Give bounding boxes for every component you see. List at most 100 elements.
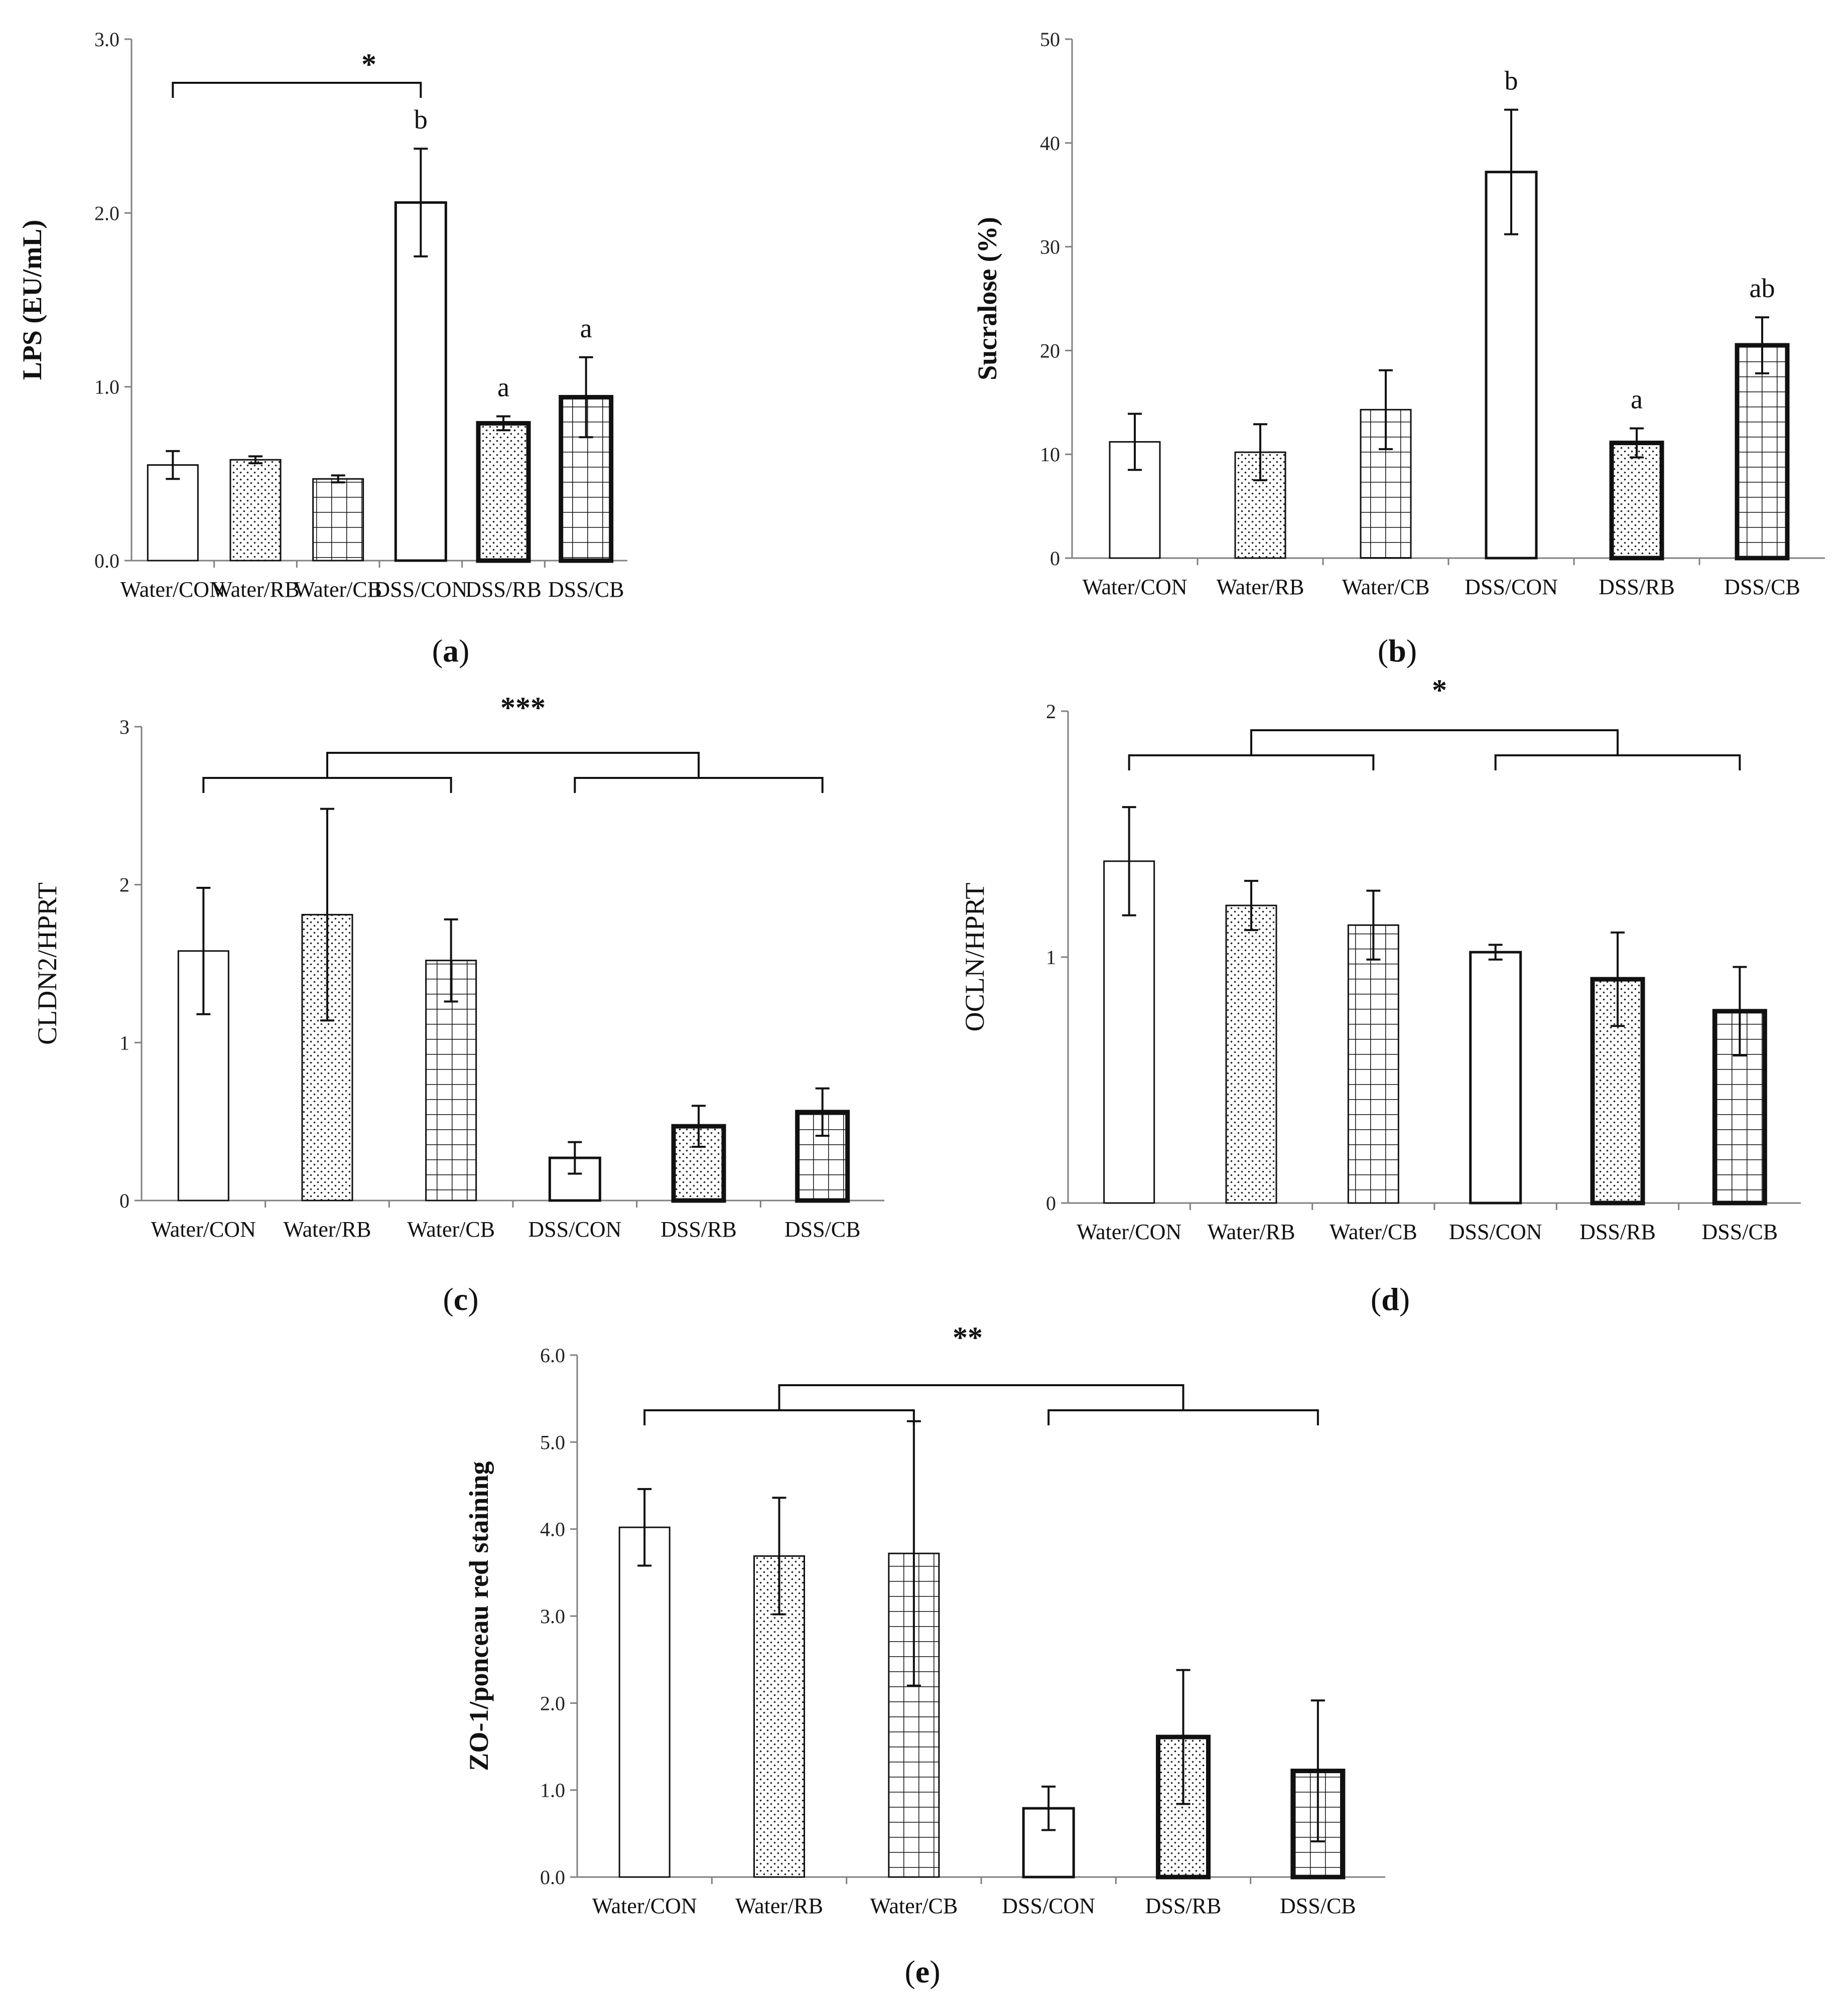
panel-b-letter: b (1388, 633, 1406, 669)
y-tick-label: 30 (1040, 236, 1060, 258)
group-bracket-water (643, 1409, 915, 1425)
x-tick-label: Water/CON (592, 1894, 697, 1918)
y-axis-label: LPS (EU/mL) (17, 220, 47, 380)
panel-b: 0 10 20 30 40 50 Water/CON Water/RB Water/CB DSS/… (972, 28, 1825, 669)
bar (312, 478, 364, 562)
significance-mark: ** (953, 1321, 983, 1354)
panel-a-letter: a (443, 633, 459, 669)
panel-b-plot: 0 10 20 30 40 50 Water/CON Water/RB Water/CB DSS/… (972, 28, 1825, 599)
significance-mark: * (1432, 674, 1447, 707)
x-tick-label: Water/CB (294, 577, 382, 602)
panel-e-caption: (e) (904, 1954, 940, 1989)
y-axis-label: Sucralose (%) (972, 217, 1002, 380)
x-tick-label: DSS/CB (548, 577, 624, 602)
x-tick-label: Water/CON (151, 1217, 256, 1242)
x-tick-label: Water/CB (870, 1894, 958, 1918)
significance-bracket (326, 752, 700, 778)
x-tick-label: DSS/RB (1599, 575, 1675, 599)
y-tick-label: 2.0 (540, 1692, 565, 1714)
x-tick-label: DSS/RB (465, 577, 542, 602)
bar (1485, 171, 1538, 560)
panel-e-plot: 0.0 1.0 2.0 3.0 4.0 5.0 6.0 Water/CON Water/RB Wa… (464, 1321, 1385, 1918)
panel-e: 0.0 1.0 2.0 3.0 4.0 5.0 6.0 Water/CON Water/RB Wa… (464, 1321, 1385, 1989)
y-tick-label: 0 (119, 1189, 129, 1212)
y-tick-label: 40 (1040, 132, 1060, 155)
x-tick-label: DSS/CON (1002, 1894, 1095, 1918)
x-tick-label: DSS/CON (374, 577, 467, 602)
panel-d-caption: (d) (1371, 1281, 1410, 1317)
panel-a-plot: 0.01.02.03.0Water/CONWater/RBWater/CBDSS… (17, 28, 627, 602)
bar (1469, 951, 1522, 1205)
x-tick-label: DSS/RB (1579, 1220, 1656, 1244)
y-tick-label: 0 (1046, 1192, 1056, 1215)
x-tick-label: Water/RB (1217, 575, 1304, 599)
panel-a-caption: (a) (432, 633, 470, 669)
significance-letter: b (1505, 66, 1518, 96)
y-tick-label: 0.0 (94, 550, 119, 572)
panel-d: 0 1 2 Water/CON Water/RB Water/CB DSS/CON DSS/R… (960, 674, 1801, 1317)
significance-bracket (1250, 729, 1619, 755)
group-bracket-dss (1047, 1409, 1319, 1425)
bar (147, 464, 199, 562)
panel-e-letter: e (915, 1954, 930, 1989)
bar (1735, 343, 1790, 561)
y-tick-label: 0.0 (540, 1866, 565, 1889)
bar (1609, 440, 1664, 561)
y-tick-label: 2 (119, 874, 129, 896)
x-tick-label: Water/RB (1208, 1220, 1295, 1244)
group-bracket-water (202, 777, 452, 793)
significance-letter: a (497, 372, 509, 403)
y-axis-label: OCLN/HPRT (960, 883, 990, 1032)
significance-letter: b (414, 104, 428, 135)
bar (476, 421, 531, 563)
y-tick-label: 1 (1046, 946, 1056, 969)
y-tick-label: 1 (119, 1031, 129, 1054)
significance-mark: * (361, 48, 376, 81)
significance-mark: *** (500, 691, 546, 724)
x-tick-label: Water/CB (407, 1217, 495, 1242)
y-tick-label: 1.0 (94, 376, 119, 398)
bar (1225, 904, 1277, 1204)
panel-c-letter: c (454, 1281, 468, 1317)
y-tick-label: 1.0 (540, 1779, 565, 1802)
significance-bracket (172, 82, 422, 98)
x-tick-label: Water/CON (1082, 575, 1187, 599)
bar (1156, 1735, 1211, 1880)
y-axis-label: CLDN2/HPRT (32, 882, 62, 1045)
x-tick-label: DSS/CON (528, 1217, 621, 1242)
significance-letter: a (580, 313, 592, 343)
x-tick-label: Water/CB (1330, 1220, 1417, 1244)
group-bracket-dss (574, 777, 824, 793)
y-tick-label: 4.0 (540, 1518, 565, 1541)
group-bracket-dss (1494, 754, 1741, 770)
y-tick-label: 2.0 (94, 202, 119, 224)
y-tick-label: 50 (1040, 28, 1060, 51)
y-tick-label: 5.0 (540, 1431, 565, 1453)
y-tick-label: 3.0 (94, 28, 119, 51)
panel-d-plot: 0 1 2 Water/CON Water/RB Water/CB DSS/CON DSS/R… (960, 674, 1801, 1244)
bar (229, 459, 282, 562)
bar (559, 394, 614, 563)
y-tick-label: 6.0 (540, 1344, 565, 1367)
x-tick-label: Water/RB (212, 577, 300, 602)
x-tick-label: DSS/RB (661, 1217, 737, 1242)
y-tick-label: 0 (1050, 547, 1060, 570)
panel-c: 0 1 2 3 Water/CON Water/RB Water/CB DSS/CON DSS/… (32, 691, 884, 1317)
significance-bracket (778, 1384, 1184, 1410)
bar (1347, 924, 1399, 1204)
x-tick-label: DSS/CON (1449, 1220, 1542, 1244)
group-bracket-water (1128, 754, 1375, 770)
x-tick-label: Water/RB (284, 1217, 371, 1242)
significance-letter: ab (1750, 273, 1775, 303)
panel-c-caption: (c) (443, 1281, 478, 1317)
y-tick-label: 3 (119, 716, 129, 738)
x-tick-label: Water/CB (1342, 575, 1430, 599)
bar (1103, 860, 1155, 1204)
bar (888, 1552, 940, 1878)
panel-b-caption: (b) (1378, 633, 1417, 669)
x-tick-label: DSS/RB (1145, 1894, 1222, 1918)
x-tick-label: DSS/CB (1280, 1894, 1356, 1918)
y-axis-label: ZO-1/ponceau red staining (464, 1461, 494, 1771)
bar (394, 201, 447, 562)
